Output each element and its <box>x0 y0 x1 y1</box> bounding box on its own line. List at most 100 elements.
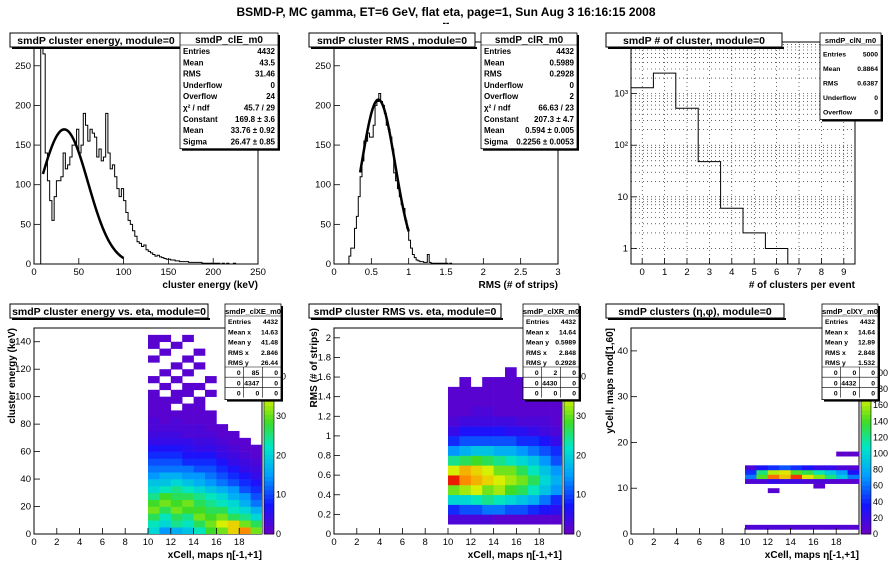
heatmap-cell <box>459 416 472 427</box>
y-tick-label: 20 <box>20 502 31 513</box>
heatmap-cell <box>159 527 172 534</box>
colorbar-segment <box>564 520 574 526</box>
heatmap-cell <box>193 472 206 480</box>
heatmap-cell <box>193 382 206 391</box>
heatmap-cell <box>159 444 172 452</box>
chart-title: smdP cluster RMS vs. eta, module=0 <box>314 306 497 318</box>
y-tick-label: 1 <box>326 431 331 442</box>
heatmap-cell <box>779 469 791 475</box>
heatmap-cell <box>227 479 240 487</box>
stats-label: Sigma <box>484 137 509 146</box>
heatmap-cell <box>182 485 194 494</box>
colorbar-segment <box>264 467 274 473</box>
colorbar-segment <box>861 427 871 433</box>
heatmap-cell <box>148 492 160 500</box>
heatmap-cell <box>182 389 194 397</box>
heatmap-cell <box>182 444 194 452</box>
heatmap-cell <box>516 426 529 437</box>
heatmap-cell <box>550 435 562 447</box>
heatmap-cell <box>227 499 240 507</box>
colorbar-segment <box>861 520 871 526</box>
heatmap-cell <box>756 465 769 471</box>
heatmap-cell <box>824 465 837 471</box>
stats-value: 0 <box>570 81 575 90</box>
heatmap-cell <box>448 475 460 486</box>
x-tick-label: 1.5 <box>439 267 452 278</box>
colorbar-segment <box>264 405 274 411</box>
heatmap-cell <box>216 479 229 487</box>
colorbar-segment <box>564 414 574 420</box>
heatmap-cell <box>448 484 460 496</box>
x-tick-label: 12 <box>166 537 177 548</box>
heatmap-cell <box>148 472 160 480</box>
heatmap-cell <box>448 386 460 397</box>
heatmap-cell <box>459 514 472 525</box>
stats-grid-value: 0 <box>834 391 838 398</box>
colorbar-segment <box>264 471 274 477</box>
heatmap-cell <box>550 445 562 456</box>
colorbar-tick-label: 10 <box>276 490 286 500</box>
y-tick-label: 50 <box>20 219 31 230</box>
stats-label: Entries <box>825 319 848 326</box>
heatmap-cell <box>505 396 517 407</box>
heatmap-cell <box>539 426 551 437</box>
heatmap-cell <box>767 465 780 471</box>
stats-label: Entries <box>823 52 846 59</box>
stats-label: Mean <box>823 66 840 73</box>
heatmap-cell <box>527 514 540 525</box>
x-tick-label: 2 <box>481 267 486 278</box>
heatmap-cell <box>516 514 529 525</box>
heatmap-cell <box>448 426 460 437</box>
colorbar-tick-label: 180 <box>873 384 888 394</box>
heatmap-cell <box>182 403 194 411</box>
heatmap-cell <box>505 514 517 525</box>
colorbar-segment <box>861 432 871 438</box>
heatmap-cell <box>250 458 262 466</box>
heatmap-cell <box>550 484 562 496</box>
stats-box-name: smdP_clXE_m0 <box>225 307 281 316</box>
heatmap-cell <box>448 455 460 466</box>
stats-box <box>821 303 879 400</box>
colorbar-segment <box>861 494 871 500</box>
heatmap-cell <box>470 514 483 525</box>
stats-grid-value: 0 <box>274 370 278 377</box>
heatmap-cell <box>493 455 506 466</box>
x-tick-label: 14 <box>488 537 499 548</box>
heatmap-cell <box>756 479 769 484</box>
heatmap-cell <box>482 377 494 388</box>
colorbar-segment <box>861 516 871 522</box>
y-tick-label: 0 <box>326 529 331 540</box>
x-tick-label: 2 <box>354 537 359 548</box>
heatmap-cell <box>493 445 506 456</box>
colorbar-segment <box>264 494 274 500</box>
stats-label: Mean x <box>825 329 848 336</box>
heatmap-cell <box>539 406 551 417</box>
heatmap-cell <box>216 485 229 494</box>
heatmap-cell <box>745 479 757 484</box>
colorbar-segment <box>861 502 871 508</box>
x-axis-label: xCell, maps η[-1,+1] <box>765 550 859 561</box>
stats-value: 24 <box>266 92 275 101</box>
heatmap-cell <box>216 465 229 473</box>
heatmap-cell <box>205 506 217 514</box>
stats-value: 33.76 ± 0.92 <box>231 126 276 135</box>
stats-label: Overflow <box>484 92 519 101</box>
y-tick-label: 100 <box>315 180 331 191</box>
chart-title: smdP cluster energy vs. eta, module=0 <box>12 306 206 318</box>
x-axis-label: xCell, maps η[-1,+1] <box>168 550 262 561</box>
heatmap-cell <box>193 520 206 528</box>
heatmap-cell <box>159 437 172 446</box>
y-tick-label: 20 <box>617 437 628 448</box>
x-tick-label: 8 <box>720 537 725 548</box>
heatmap-cell <box>482 396 494 407</box>
heatmap-cell <box>216 499 229 507</box>
heatmap-cell <box>847 451 859 457</box>
heatmap-cell <box>790 469 803 475</box>
heatmap-cell <box>205 376 217 384</box>
heatmap-cell <box>550 426 562 437</box>
heatmap-cell <box>239 444 251 452</box>
stats-value: 2.848 <box>559 350 576 357</box>
heatmap-cell <box>227 451 240 459</box>
heatmap-cell <box>205 513 217 521</box>
heatmap-cell <box>516 435 529 447</box>
